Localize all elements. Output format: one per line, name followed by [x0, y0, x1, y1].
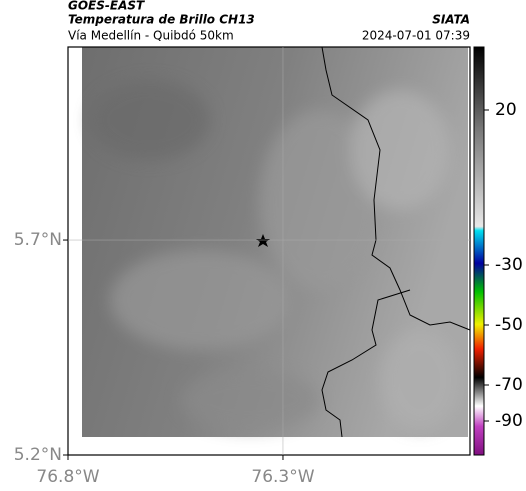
source: SIATA	[432, 13, 470, 27]
x-tick-label: 76.8°W	[36, 467, 99, 487]
location-marker	[256, 234, 270, 247]
title: GOES-EAST	[68, 0, 145, 13]
y-tick-label: 5.2°N	[14, 445, 62, 465]
colorbar-tick-label: -90	[495, 411, 523, 431]
x-tick-label: 76.3°W	[251, 467, 314, 487]
colorbar	[473, 46, 485, 456]
colorbar-tick-label: -50	[495, 315, 523, 335]
route: Vía Medellín - Quibdó 50km	[68, 29, 234, 43]
colorbar-tick-label: 20	[495, 100, 517, 120]
y-tick-label: 5.7°N	[14, 230, 62, 250]
timestamp: 2024-07-01 07:39	[362, 29, 470, 43]
colorbar-tick-label: -30	[495, 255, 523, 275]
colorbar-tick-label: -70	[495, 375, 523, 395]
satellite-image	[82, 46, 471, 438]
subtitle: Temperatura de Brillo CH13	[68, 13, 255, 27]
map-frame	[67, 46, 471, 456]
